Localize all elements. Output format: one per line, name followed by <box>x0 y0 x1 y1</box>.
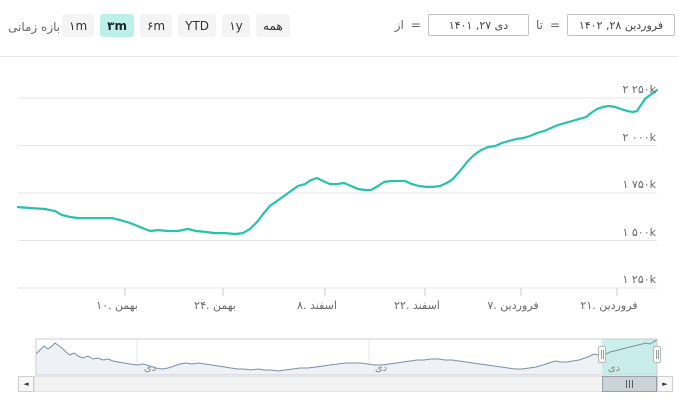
scrollbar-track[interactable] <box>34 376 657 392</box>
divider-line <box>0 56 679 57</box>
x-axis-tick-label: ۲۴. بهمن <box>194 299 236 312</box>
to-equals-sign: = <box>549 18 560 32</box>
scrollbar-left-arrow-button[interactable]: ◄ <box>18 376 34 392</box>
to-date-input[interactable] <box>567 14 675 36</box>
from-equals-sign: = <box>410 18 421 32</box>
range-selector-caption: بازه زمانی <box>8 20 61 34</box>
navigator-axis-label: دی <box>374 363 388 374</box>
navigator-selected-range[interactable] <box>602 339 657 375</box>
from-date-input[interactable] <box>427 14 529 36</box>
navigator[interactable]: دی دی دی <box>0 337 679 377</box>
x-axis-tick-label: ۸. اسفند <box>297 299 337 312</box>
x-axis-tick-label: ۱۰. بهمن <box>96 299 138 312</box>
y-axis-tick-label: ۲ ۰۰۰k <box>622 130 657 144</box>
x-axis-tick-label: ۲۲. اسفند <box>394 299 440 312</box>
from-label: از <box>394 18 404 32</box>
range-button-۶m[interactable]: ۶m <box>139 14 173 37</box>
navigator-right-handle[interactable] <box>653 346 661 363</box>
range-button-۱y[interactable]: ۱y <box>222 14 251 37</box>
horizontal-scrollbar[interactable]: ◄ ► <box>18 376 673 392</box>
navigator-axis-label: دی <box>143 363 157 374</box>
date-range-inputs: از = تا = <box>395 14 675 36</box>
navigator-left-handle[interactable] <box>598 346 606 363</box>
range-button-۳m[interactable]: ۳m <box>100 14 134 37</box>
main-price-chart[interactable]: ۲ ۲۵۰k ۲ ۰۰۰k ۱ ۷۵۰k ۱ ۵۰۰k ۱ ۲۵۰k ۱۰. بهمن ۲… <box>0 57 679 317</box>
price-series-line <box>16 88 659 236</box>
y-axis-tick-label: ۲ ۲۵۰k <box>622 83 657 96</box>
scrollbar-thumb[interactable] <box>602 376 657 392</box>
price-line-chart-canvas <box>16 88 659 296</box>
to-label: تا <box>535 18 543 32</box>
x-axis-tick-label: ۲۱. فروردین <box>580 299 638 312</box>
range-button-همه[interactable]: همه <box>256 14 290 37</box>
y-axis-tick-label: ۱ ۲۵۰k <box>622 273 657 286</box>
range-selector-buttons: ۱m ۳m ۶m YTD ۱y همه <box>62 14 290 37</box>
y-axis-tick-label: ۱ ۵۰۰k <box>622 225 657 239</box>
y-axis-tick-label: ۱ ۷۵۰k <box>622 178 657 191</box>
scrollbar-right-arrow-button[interactable]: ► <box>657 376 673 392</box>
navigator-series-line <box>35 339 658 372</box>
navigator-axis-label: دی <box>607 363 621 374</box>
navigator-area-fill <box>36 340 657 375</box>
navigator-mini-chart <box>35 338 658 376</box>
range-button-۱m[interactable]: ۱m <box>62 14 95 37</box>
range-button-YTD[interactable]: YTD <box>178 14 217 37</box>
x-axis-tick-label: ۷. فروردین <box>487 299 539 312</box>
